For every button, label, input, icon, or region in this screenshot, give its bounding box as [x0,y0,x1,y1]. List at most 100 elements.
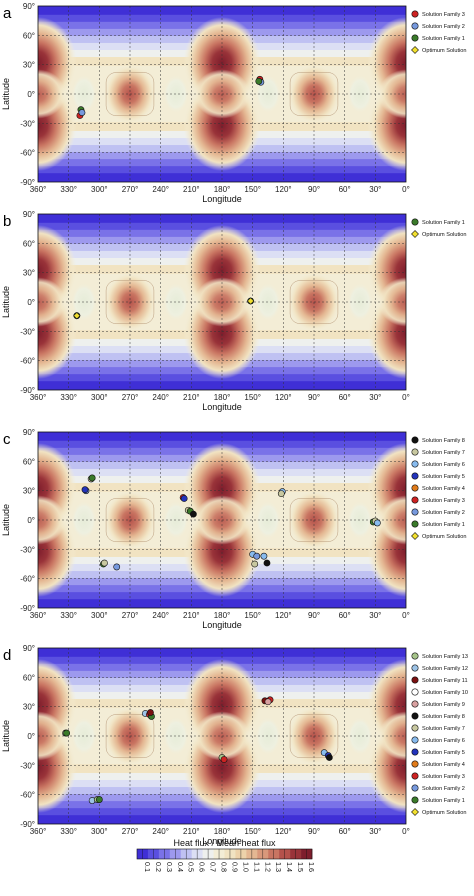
legend: Solution Family 3 Solution Family 2 Soluti… [411,10,466,54]
x-tick-label: 300° [91,611,108,620]
legend-marker [411,724,419,732]
x-tick-label: 270° [122,393,139,402]
colorbar-tick-label: 0.6 [198,862,207,872]
x-tick-label: 300° [91,185,108,194]
colorbar-tick-label: 1.1 [252,862,261,872]
hot-spot [378,711,406,761]
y-tick-label: 0° [27,516,35,525]
legend-marker [411,460,419,468]
y-axis-label: Latitude [1,78,11,110]
panel-letter: d [3,647,11,664]
y-tick-label: 30° [23,269,35,278]
y-tick-label: -90° [20,178,35,187]
hot-spot [378,495,406,545]
legend-label: Optimum Solution [422,232,466,238]
x-tick-label: 120° [275,185,292,194]
data-point [180,495,188,502]
panel-letter: c [3,431,11,448]
x-tick-label: 90° [308,393,320,402]
y-tick-label: 90° [23,428,35,437]
x-tick-label: 60° [339,611,351,620]
heat-band [38,814,406,824]
y-tick-label: 30° [23,703,35,712]
y-tick-label: 60° [23,457,35,466]
colorbar-label: Heat flux / Mean heat flux [173,838,276,848]
legend-label: Solution Family 11 [422,678,468,684]
colorbar-tick-label: 1.6 [307,862,316,872]
legend-label: Solution Family 13 [422,654,468,660]
x-tick-label: 180° [214,611,231,620]
colorbar-tick-label: 0.1 [143,862,152,872]
x-tick-label: 30° [369,393,381,402]
y-tick-label: -30° [20,327,35,336]
legend: Solution Family 1 Optimum Solution [411,218,466,238]
x-tick-label: 300° [91,827,108,836]
x-tick-label: 360° [30,393,47,402]
panel-c: 360° 330° 300° 270° 240° 210° 180° 150° 120° 90° 6… [1,428,466,630]
x-tick-label: 330° [60,185,77,194]
legend-marker [411,10,419,18]
legend-label: Solution Family 1 [422,522,465,528]
colorbar: 0.1 0.2 0.3 0.4 0.5 0.6 0.7 0.8 0.9 1.0 1.1 1.2 1.3 1… [136,838,316,872]
heat-band [38,380,406,390]
y-tick-label: 0° [27,298,35,307]
data-point [255,77,263,85]
x-tick-label: 240° [152,827,169,836]
x-tick-label: 0° [402,611,410,620]
legend-marker [411,688,419,696]
x-tick-label: 60° [339,393,351,402]
x-tick-label: 120° [275,393,292,402]
x-axis-label: Longitude [202,402,242,412]
y-tick-label: 30° [23,61,35,70]
legend-label: Solution Family 5 [422,474,465,480]
plot-frame [37,213,407,391]
legend-label: Solution Family 2 [422,786,465,792]
colorbar-tick-label: 0.4 [176,862,185,872]
data-point [325,754,333,761]
data-point [101,559,108,567]
y-tick-label: 60° [23,673,35,682]
data-point [253,552,261,560]
y-tick-label: 90° [23,210,35,219]
legend-label: Solution Family 12 [422,666,468,672]
y-tick-label: 90° [23,2,35,11]
legend: Solution Family 13 Solution Family 12 Solu… [411,652,468,816]
y-tick-label: 60° [23,239,35,248]
colorbar-tick-label: 0.7 [209,862,218,872]
colorbar-frame [136,848,313,860]
x-tick-label: 210° [183,185,200,194]
legend-marker [411,784,419,792]
y-tick-label: 30° [23,487,35,496]
legend-label: Solution Family 1 [422,220,465,226]
heat-band [38,598,406,608]
data-point [113,563,121,571]
legend-label: Optimum Solution [422,810,466,816]
legend-marker [411,448,419,456]
data-point [88,474,96,482]
x-tick-label: 120° [275,827,292,836]
heat-band [38,172,406,182]
y-tick-label: -90° [20,604,35,613]
panel-letter: b [3,213,11,230]
x-tick-label: 150° [244,827,261,836]
data-point [263,559,271,567]
x-tick-label: 120° [275,611,292,620]
legend-label: Solution Family 3 [422,774,465,780]
legend-marker [411,46,419,54]
data-point [189,510,197,518]
legend-marker [411,472,419,480]
colorbar-tick-label: 1.3 [274,862,283,872]
legend-marker [411,748,419,756]
x-tick-label: 270° [122,827,139,836]
x-tick-label: 60° [339,827,351,836]
legend-label: Solution Family 4 [422,486,465,492]
legend-marker [411,760,419,768]
x-tick-label: 360° [30,185,47,194]
data-point [147,709,154,716]
legend-label: Optimum Solution [422,48,466,54]
legend-marker [411,218,419,226]
y-tick-label: -30° [20,119,35,128]
heat-map [38,214,406,390]
x-tick-label: 360° [30,611,47,620]
